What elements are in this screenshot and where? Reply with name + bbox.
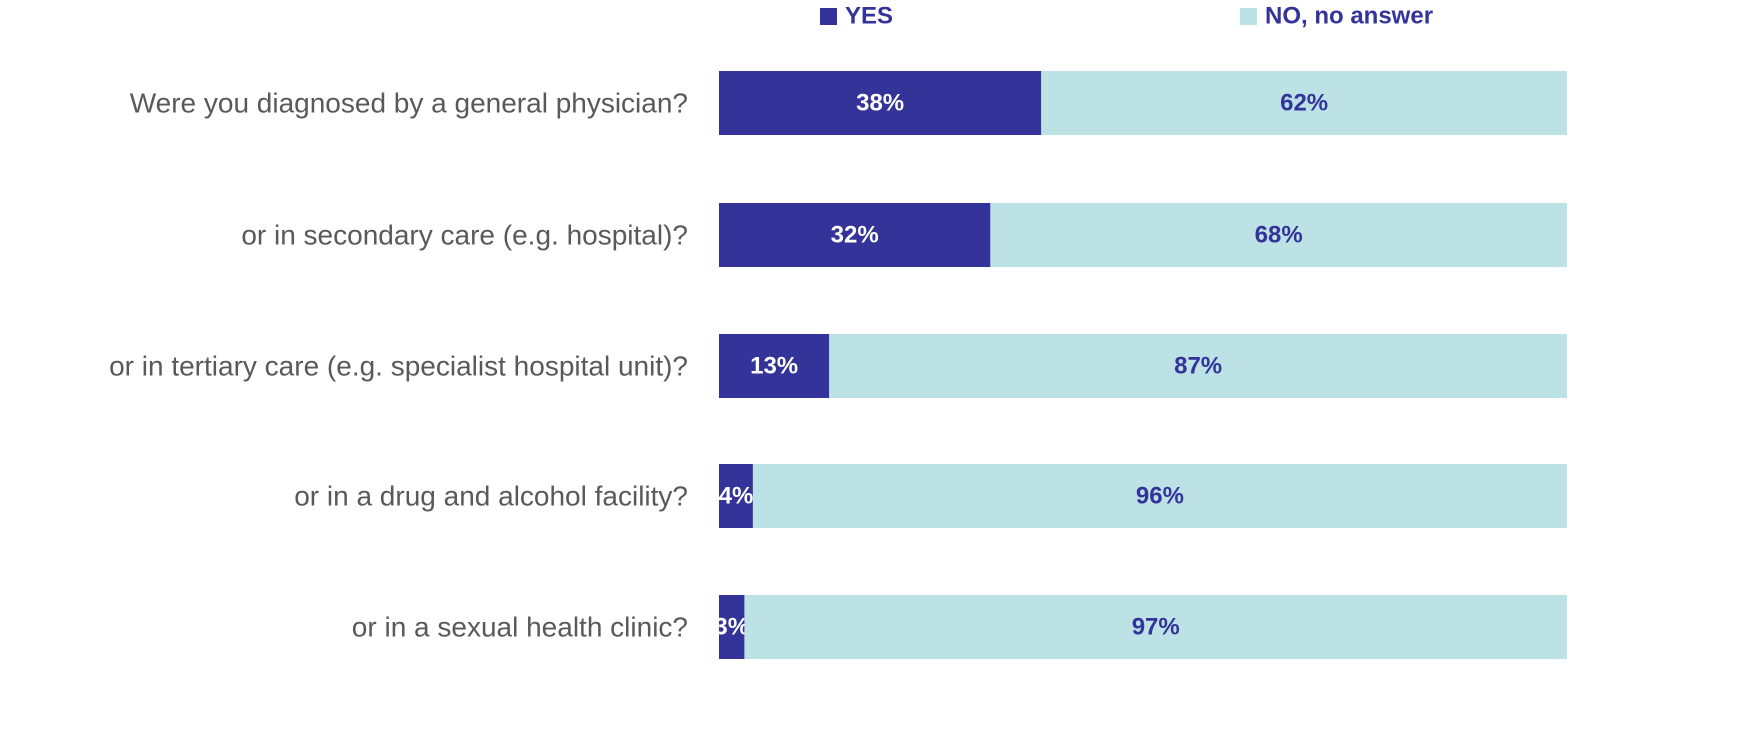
bar-segment bbox=[719, 203, 991, 267]
bar-segment bbox=[719, 595, 745, 659]
bar-segment bbox=[719, 71, 1042, 135]
data-label: 97% bbox=[1132, 613, 1180, 640]
data-label: 32% bbox=[831, 221, 879, 248]
data-label: 62% bbox=[1280, 89, 1328, 116]
category-label: or in secondary care (e.g. hospital)? bbox=[241, 219, 688, 250]
category-label: or in a drug and alcohol facility? bbox=[294, 480, 688, 511]
data-label: 68% bbox=[1255, 221, 1303, 248]
bar-segment bbox=[719, 334, 830, 398]
category-label: or in a sexual health clinic? bbox=[352, 611, 688, 642]
bar-segment bbox=[752, 464, 1567, 528]
data-label: 3% bbox=[714, 613, 749, 640]
legend-label: YES bbox=[845, 2, 893, 29]
data-label: 38% bbox=[856, 89, 904, 116]
category-label: Were you diagnosed by a general physicia… bbox=[130, 87, 688, 118]
bar-segment bbox=[829, 334, 1567, 398]
bar-segment bbox=[990, 203, 1567, 267]
category-label: or in tertiary care (e.g. specialist hos… bbox=[109, 350, 688, 381]
bar-segment bbox=[1041, 71, 1567, 135]
legend-swatch bbox=[1240, 8, 1257, 25]
data-label: 13% bbox=[750, 352, 798, 379]
legend-label: NO, no answer bbox=[1265, 2, 1433, 29]
data-label: 87% bbox=[1174, 352, 1222, 379]
data-label: 96% bbox=[1136, 482, 1184, 509]
data-label: 4% bbox=[719, 482, 754, 509]
bar-segment bbox=[719, 464, 753, 528]
bar-segment bbox=[744, 595, 1567, 659]
legend-swatch bbox=[820, 8, 837, 25]
